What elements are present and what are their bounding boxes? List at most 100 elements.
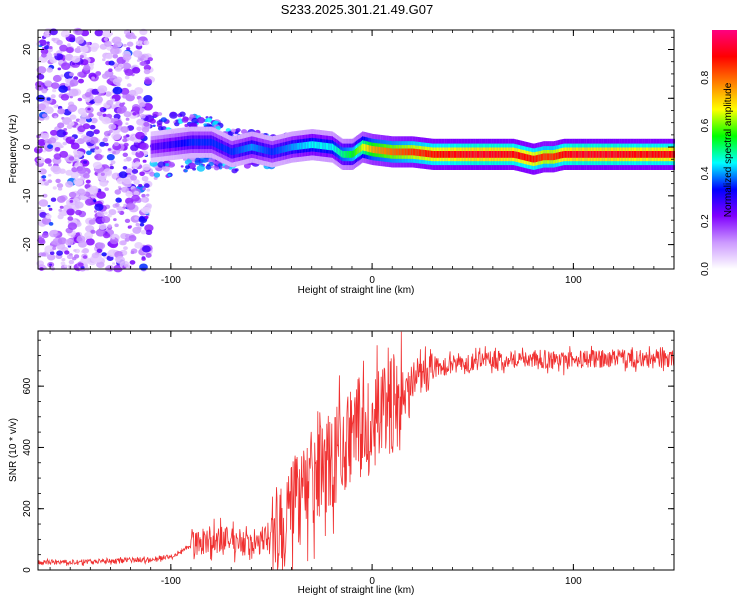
spectrogram-cell xyxy=(417,149,419,156)
spectrogram-cell xyxy=(143,69,151,75)
spectrogram-cell xyxy=(311,141,313,149)
spectrogram-cell xyxy=(509,151,511,158)
spectrogram-cell xyxy=(82,135,92,143)
spectrogram-cell xyxy=(135,150,145,158)
spectrogram-cell xyxy=(503,151,505,158)
spectrogram-cell xyxy=(123,142,129,147)
spectrogram-cell xyxy=(328,143,330,150)
spectrogram-cell xyxy=(113,218,117,222)
spectrogram-cell xyxy=(128,235,137,242)
spectrogram-cell xyxy=(123,135,127,139)
spectrogram-cell xyxy=(439,151,441,158)
spectrogram-cell xyxy=(341,150,343,158)
spectrogram-cell xyxy=(360,144,363,152)
spectrogram-cell xyxy=(146,193,150,197)
spectrogram-cell xyxy=(510,151,512,158)
spectrogram-cell xyxy=(64,53,74,61)
spectrogram-cell xyxy=(54,147,61,152)
spectrogram-cell xyxy=(313,141,316,149)
spectrogram-cell xyxy=(77,97,83,102)
spectrogram-cell xyxy=(111,236,115,240)
spectrogram-cell xyxy=(672,151,674,158)
spectrogram-cell xyxy=(259,145,261,153)
spectrogram-cell xyxy=(615,151,617,158)
spectrogram-cell xyxy=(580,151,582,158)
spectrogram-cell xyxy=(104,187,109,191)
spectrogram-cell xyxy=(195,138,197,146)
spectrogram-cell xyxy=(410,148,412,156)
spectrogram-cell xyxy=(165,141,167,149)
spectrogram-cell xyxy=(59,168,66,174)
spectrogram-cell xyxy=(48,46,53,50)
spectrogram-cell xyxy=(102,58,106,62)
spectrogram-cell xyxy=(87,107,91,111)
spectrogram-cell xyxy=(122,152,128,157)
spectrogram-cell xyxy=(52,229,58,234)
spectrogram-cell xyxy=(258,145,260,153)
spectrogram-cell xyxy=(94,153,103,161)
spectrogram-cell xyxy=(627,151,630,158)
spectrogram-cell xyxy=(234,147,236,155)
spectrogram-cell xyxy=(136,126,142,132)
spectrogram-cell xyxy=(502,151,504,158)
spectrogram-cell xyxy=(140,230,147,235)
spectrogram-cell xyxy=(90,229,96,234)
spectrogram-cell xyxy=(581,151,584,158)
spectrogram-cell xyxy=(111,132,122,141)
spectrogram-cell xyxy=(180,140,183,147)
spectrogram-cell xyxy=(193,138,195,146)
spectrogram-cell xyxy=(651,151,654,158)
spectrogram-cell xyxy=(157,112,163,116)
spectrogram-cell xyxy=(139,113,146,119)
spectrogram-cell xyxy=(101,252,107,257)
spectrogram-cell xyxy=(161,166,166,170)
spectrogram-cell xyxy=(334,145,336,153)
spectrogram-cell xyxy=(445,151,447,158)
spectrogram-cell xyxy=(76,166,87,174)
spectrogram-cell xyxy=(388,148,390,155)
spectrogram-cell xyxy=(273,147,276,155)
spectrogram-cell xyxy=(394,148,396,156)
spectrogram-cell xyxy=(670,151,672,158)
spectrogram-cell xyxy=(122,62,132,70)
spectrogram-cell xyxy=(630,151,632,158)
spectrogram-cell xyxy=(294,143,296,151)
spectrogram-cell xyxy=(135,222,140,227)
spectrogram-cell xyxy=(516,151,518,159)
spectrogram-cell xyxy=(579,151,581,158)
spectrogram-cell xyxy=(41,113,48,118)
spectrogram-cell xyxy=(181,117,189,123)
spectrogram-cell xyxy=(129,260,136,265)
spectrogram-cell xyxy=(196,138,198,146)
spectrogram-cell xyxy=(607,151,609,158)
spectrogram-cell xyxy=(52,141,63,150)
spectrogram-cell xyxy=(638,151,640,158)
spectrogram-cell xyxy=(249,144,252,151)
spectrogram-cell xyxy=(66,47,74,54)
spectrogram-cell xyxy=(302,142,305,150)
spectrogram-cell xyxy=(36,157,45,164)
spectrogram-cell xyxy=(266,147,268,155)
spectrogram-cell xyxy=(94,146,100,150)
snr-y-tick-label: 600 xyxy=(22,377,33,394)
spectrogram-cell xyxy=(452,151,454,158)
spectrogram-cell xyxy=(194,160,201,166)
spectrogram-cell xyxy=(558,152,561,159)
spectrogram-cell xyxy=(236,147,238,155)
spectrogram-cell xyxy=(635,151,637,158)
spectrogram-cell xyxy=(118,171,128,179)
spectrogram-cell xyxy=(554,153,556,160)
spectrogram-cell xyxy=(314,141,317,149)
spectrogram-cell xyxy=(244,145,247,152)
spectrogram-cell xyxy=(109,237,119,245)
spectrogram-cell xyxy=(141,176,149,182)
spectrogram-cell xyxy=(174,122,180,127)
spectrogram-cell xyxy=(661,151,663,158)
spectrogram-cell xyxy=(219,142,221,150)
spectrogram-cell xyxy=(41,217,52,225)
spectrogram-cell xyxy=(487,151,489,158)
spectrogram-cell xyxy=(111,98,116,102)
spectrogram-cell xyxy=(264,146,266,154)
spectrogram-cell xyxy=(68,156,75,161)
spectrogram-cell xyxy=(515,151,517,159)
